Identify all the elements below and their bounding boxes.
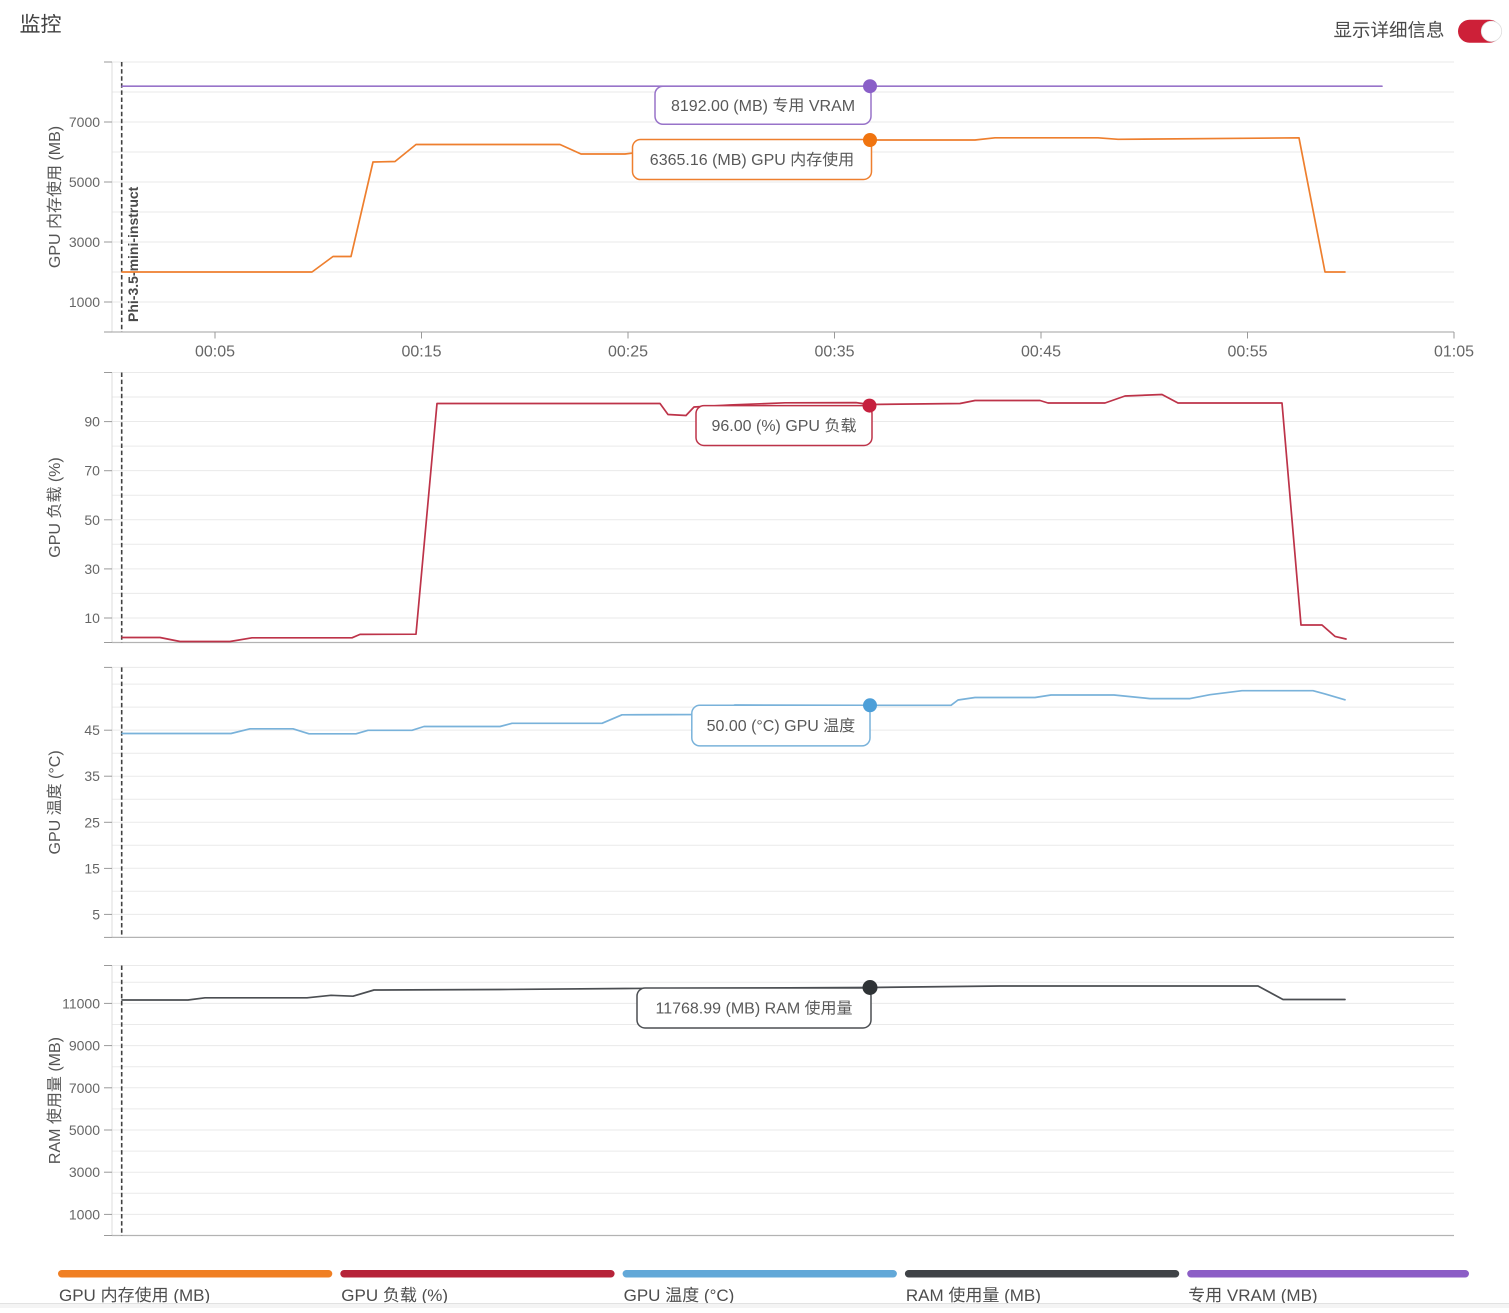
svg-text:11768.99 (MB) RAM: 11768.99 (MB) RAM [656, 1001, 805, 1018]
svg-text:(°C): (°C) [47, 750, 64, 783]
svg-text:(MB): (MB) [47, 1037, 64, 1076]
svg-text:10: 10 [84, 610, 100, 626]
svg-text:3000: 3000 [69, 234, 100, 250]
svg-text:(%): (%) [417, 1286, 448, 1305]
svg-text:01:05: 01:05 [1434, 344, 1474, 361]
svg-text:1000: 1000 [69, 294, 100, 310]
svg-text:00:25: 00:25 [608, 344, 648, 361]
svg-text:96.00 (%) GPU: 96.00 (%) GPU [712, 418, 825, 435]
svg-text:50: 50 [84, 512, 100, 528]
svg-text:GPU: GPU [624, 1286, 666, 1305]
svg-text:45: 45 [84, 722, 100, 738]
svg-text:7000: 7000 [69, 114, 100, 130]
svg-text:GPU: GPU [47, 815, 64, 854]
svg-text:Phi-3.5-mini-instruct: Phi-3.5-mini-instruct [125, 186, 141, 322]
svg-text:30: 30 [84, 561, 100, 577]
svg-text:11000: 11000 [62, 995, 100, 1011]
svg-text:6365.16 (MB) GPU: 6365.16 (MB) GPU [650, 152, 791, 169]
svg-text:5: 5 [92, 906, 100, 922]
svg-text:7000: 7000 [69, 1080, 100, 1096]
svg-text:00:05: 00:05 [195, 344, 235, 361]
svg-text:5000: 5000 [69, 174, 100, 190]
svg-text:3000: 3000 [69, 1164, 100, 1180]
svg-text:9000: 9000 [69, 1038, 100, 1054]
svg-text:15: 15 [84, 860, 100, 876]
svg-text:(°C): (°C) [699, 1286, 734, 1305]
svg-text:35: 35 [84, 768, 100, 784]
svg-text:RAM: RAM [47, 1124, 64, 1164]
svg-text:00:35: 00:35 [815, 344, 855, 361]
svg-text:1000: 1000 [69, 1206, 100, 1222]
svg-text:GPU: GPU [59, 1286, 101, 1305]
svg-text:(MB): (MB) [169, 1286, 211, 1305]
svg-text:90: 90 [84, 414, 100, 430]
svg-text:VRAM: VRAM [804, 98, 855, 115]
svg-text:00:45: 00:45 [1021, 344, 1061, 361]
svg-text:GPU: GPU [47, 229, 64, 268]
svg-text:RAM: RAM [906, 1286, 949, 1305]
svg-text:(MB): (MB) [999, 1286, 1041, 1305]
svg-text:GPU: GPU [341, 1286, 383, 1305]
svg-text:(MB): (MB) [47, 126, 64, 165]
svg-text:(%): (%) [47, 457, 64, 486]
svg-text:70: 70 [84, 463, 100, 479]
svg-text:00:15: 00:15 [402, 344, 442, 361]
svg-text:50.00 (°C) GPU: 50.00 (°C) GPU [707, 718, 824, 735]
svg-text:GPU: GPU [47, 519, 64, 558]
svg-text:00:55: 00:55 [1228, 344, 1268, 361]
svg-text:5000: 5000 [69, 1122, 100, 1138]
svg-text:VRAM (MB): VRAM (MB) [1222, 1286, 1317, 1305]
svg-text:8192.00 (MB): 8192.00 (MB) [671, 98, 772, 115]
svg-text:25: 25 [84, 814, 100, 830]
